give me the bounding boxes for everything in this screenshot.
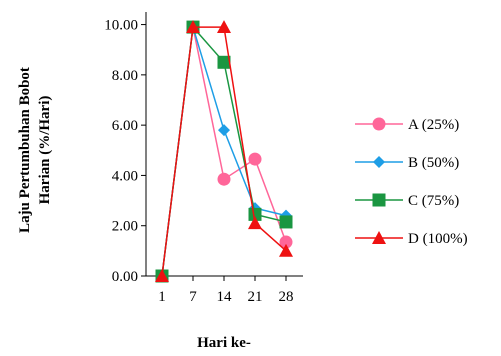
data-point — [248, 207, 262, 221]
series-group — [155, 20, 293, 283]
series-4 — [155, 20, 293, 282]
legend: A (25%) B (50%) C (75%) D (100%) — [355, 117, 468, 247]
legend-marker — [372, 193, 386, 207]
data-point — [186, 20, 200, 34]
y-tick-label: 10.00 — [104, 18, 138, 34]
y-tick-label: 2.00 — [112, 219, 138, 235]
x-tick-label: 14 — [217, 289, 233, 305]
legend-item: C (75%) — [355, 193, 459, 209]
y-tick-label: 4.00 — [112, 168, 138, 184]
x-axis-ticks: 1 7 14 21 28 — [158, 276, 294, 305]
legend-label: B (50%) — [408, 155, 459, 171]
legend-label: D (100%) — [408, 231, 468, 247]
data-point — [217, 55, 231, 69]
x-axis-title: Hari ke- — [197, 335, 251, 351]
legend-label: C (75%) — [408, 193, 459, 209]
data-point — [155, 269, 169, 282]
y-axis-title-line2: Harian (%/Hari) — [37, 96, 53, 205]
legend-marker — [373, 156, 385, 168]
y-tick-label: 0.00 — [112, 269, 138, 285]
data-point — [279, 215, 293, 229]
legend-label: A (25%) — [408, 117, 459, 133]
legend-item: D (100%) — [355, 231, 468, 247]
data-point — [279, 243, 293, 257]
y-axis-title-line1: Laju Pertumbuhan Bobot — [17, 67, 33, 233]
data-point — [279, 235, 293, 249]
x-tick-label: 21 — [248, 289, 263, 305]
data-point — [248, 152, 262, 166]
y-axis-ticks: 0.00 2.00 4.00 6.00 8.00 10.00 — [104, 18, 146, 285]
y-tick-label: 8.00 — [112, 68, 138, 84]
x-tick-label: 1 — [158, 289, 166, 305]
data-point — [217, 172, 231, 186]
legend-marker — [372, 231, 386, 244]
series-3 — [155, 20, 293, 283]
legend-marker — [372, 117, 386, 131]
legend-item: B (50%) — [355, 155, 459, 171]
y-tick-label: 6.00 — [112, 118, 138, 134]
chart-axes — [145, 12, 303, 277]
data-point — [248, 216, 262, 230]
x-tick-label: 28 — [279, 289, 294, 305]
data-point — [217, 20, 231, 34]
data-point — [218, 124, 230, 137]
x-tick-label: 7 — [189, 289, 197, 305]
legend-item: A (25%) — [355, 117, 459, 133]
